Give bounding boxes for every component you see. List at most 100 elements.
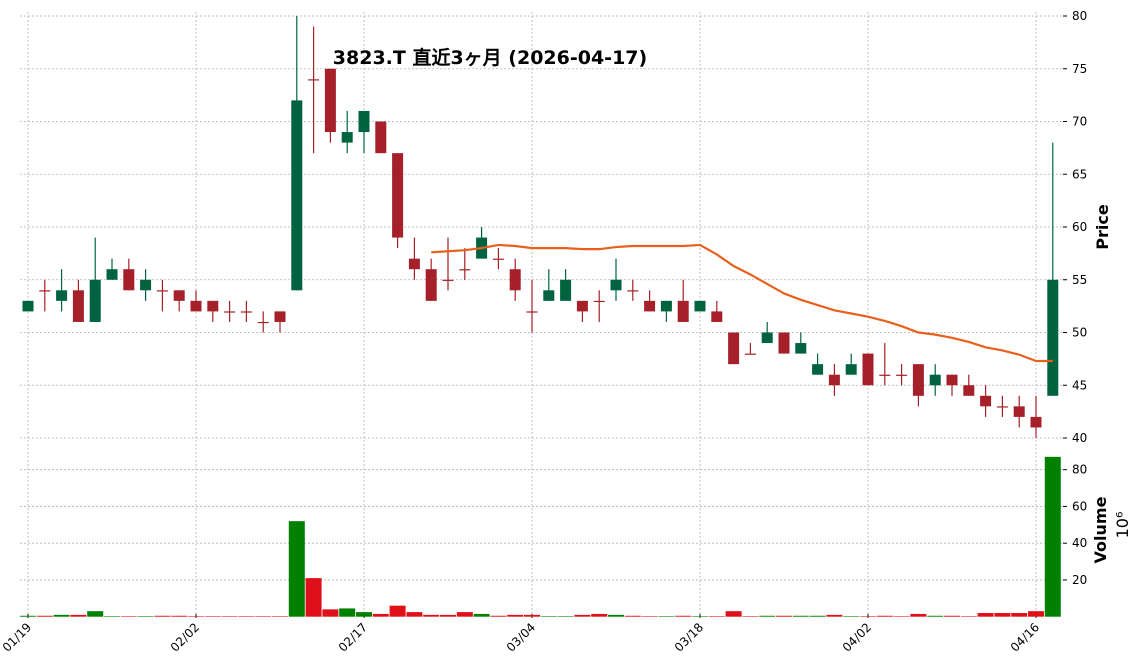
candle-body	[828, 374, 840, 386]
candle-body	[526, 311, 538, 313]
volume-bar	[893, 616, 910, 617]
x-tick-label: 04/16	[1008, 620, 1042, 654]
moving-average-line	[431, 243, 1053, 363]
volume-bar	[574, 614, 591, 617]
candle-body	[694, 300, 706, 312]
volume-bar	[591, 613, 608, 617]
candle-body	[207, 300, 219, 312]
volume-bar	[759, 615, 776, 617]
candle-body	[980, 395, 992, 407]
volume-bar	[507, 614, 524, 617]
candle-body	[627, 290, 639, 292]
volume-bar	[641, 616, 658, 617]
candle-body	[375, 121, 387, 154]
candle-body	[308, 79, 320, 81]
candle-body	[408, 258, 420, 270]
chart-title: 3823.T 直近3ヶ月 (2026-04-17)	[333, 46, 647, 69]
candle-body	[509, 269, 521, 291]
candle-body	[845, 364, 857, 375]
x-tick-label: 03/18	[672, 620, 706, 654]
volume-bar	[910, 613, 927, 617]
candle-body	[996, 406, 1008, 408]
volume-bar	[960, 616, 977, 617]
y-tick-label: 40	[1072, 536, 1087, 550]
x-tick-label: 02/02	[168, 620, 202, 654]
x-tick-label: 02/17	[336, 620, 370, 654]
y-tick-label: 70	[1072, 115, 1087, 129]
volume-bar	[843, 616, 860, 617]
volume-bar	[456, 612, 473, 617]
volume-bar	[423, 614, 440, 617]
volume-scale-label: 10⁶	[1113, 512, 1132, 539]
volume-bar	[440, 614, 456, 617]
y-tick-label: 40	[1072, 431, 1087, 445]
candle-body	[190, 300, 202, 312]
candle-body	[946, 374, 958, 386]
candle-body	[912, 364, 924, 396]
volume-bar	[776, 615, 792, 617]
candle-body	[761, 332, 773, 344]
volume-bar	[339, 608, 356, 617]
y-tick-label: 60	[1072, 220, 1087, 234]
candle-body	[341, 132, 353, 143]
volume-bar	[171, 615, 188, 617]
x-tick-label: 04/02	[840, 620, 874, 654]
candle-body	[644, 300, 656, 312]
candle-body	[173, 290, 185, 301]
volume-bar	[137, 616, 154, 617]
candle-body	[459, 269, 471, 271]
candle-body	[123, 269, 135, 291]
volume-bar	[154, 615, 171, 617]
y-tick-label: 80	[1072, 9, 1087, 23]
volume-bar	[490, 615, 507, 617]
volume-bar	[1028, 611, 1044, 617]
candle-body	[106, 269, 118, 280]
volume-bar	[692, 616, 708, 617]
candle-body	[896, 374, 908, 376]
y-tick-label: 60	[1072, 499, 1087, 513]
candle-body	[711, 311, 723, 322]
volume-bar	[860, 616, 876, 617]
candle-body	[442, 279, 454, 281]
candle-body	[140, 279, 152, 291]
y-axis-label: Volume	[1091, 496, 1110, 563]
volume-bar	[809, 615, 826, 617]
candle-body	[576, 300, 588, 312]
volume-bar	[70, 614, 87, 617]
volume-bar	[204, 616, 221, 617]
volume-bar	[104, 616, 120, 617]
candle-body	[240, 311, 252, 313]
candle-body	[744, 353, 756, 355]
volume-bar	[540, 616, 557, 617]
volume-bar	[725, 611, 742, 617]
volume-bar	[524, 614, 540, 617]
volume-bar	[188, 616, 204, 617]
y-tick-label: 20	[1072, 573, 1087, 587]
volume-bar	[53, 614, 70, 617]
candle-body	[72, 290, 84, 322]
candle-body	[862, 353, 874, 386]
volume-bar	[372, 613, 389, 617]
candle-body	[812, 364, 824, 375]
candle-body	[425, 269, 437, 301]
volume-bar	[272, 616, 288, 617]
y-tick-label: 65	[1072, 167, 1087, 181]
candle-body	[39, 290, 51, 292]
volume-bar	[238, 616, 255, 617]
volume-bar	[708, 616, 725, 617]
y-tick-label: 45	[1072, 378, 1087, 392]
candle-body	[324, 68, 336, 133]
volume-bar	[675, 615, 692, 617]
candle-body	[257, 321, 269, 324]
candle-body	[22, 300, 34, 312]
candle-body	[593, 300, 605, 303]
candle-body	[492, 258, 504, 260]
candle-body	[660, 300, 672, 312]
candle-body	[677, 300, 689, 322]
y-axis-label: Price	[1093, 204, 1112, 250]
candle-body	[610, 279, 622, 291]
volume-bar	[389, 605, 406, 617]
candle-body	[392, 153, 404, 238]
volume-bar	[1011, 613, 1028, 617]
